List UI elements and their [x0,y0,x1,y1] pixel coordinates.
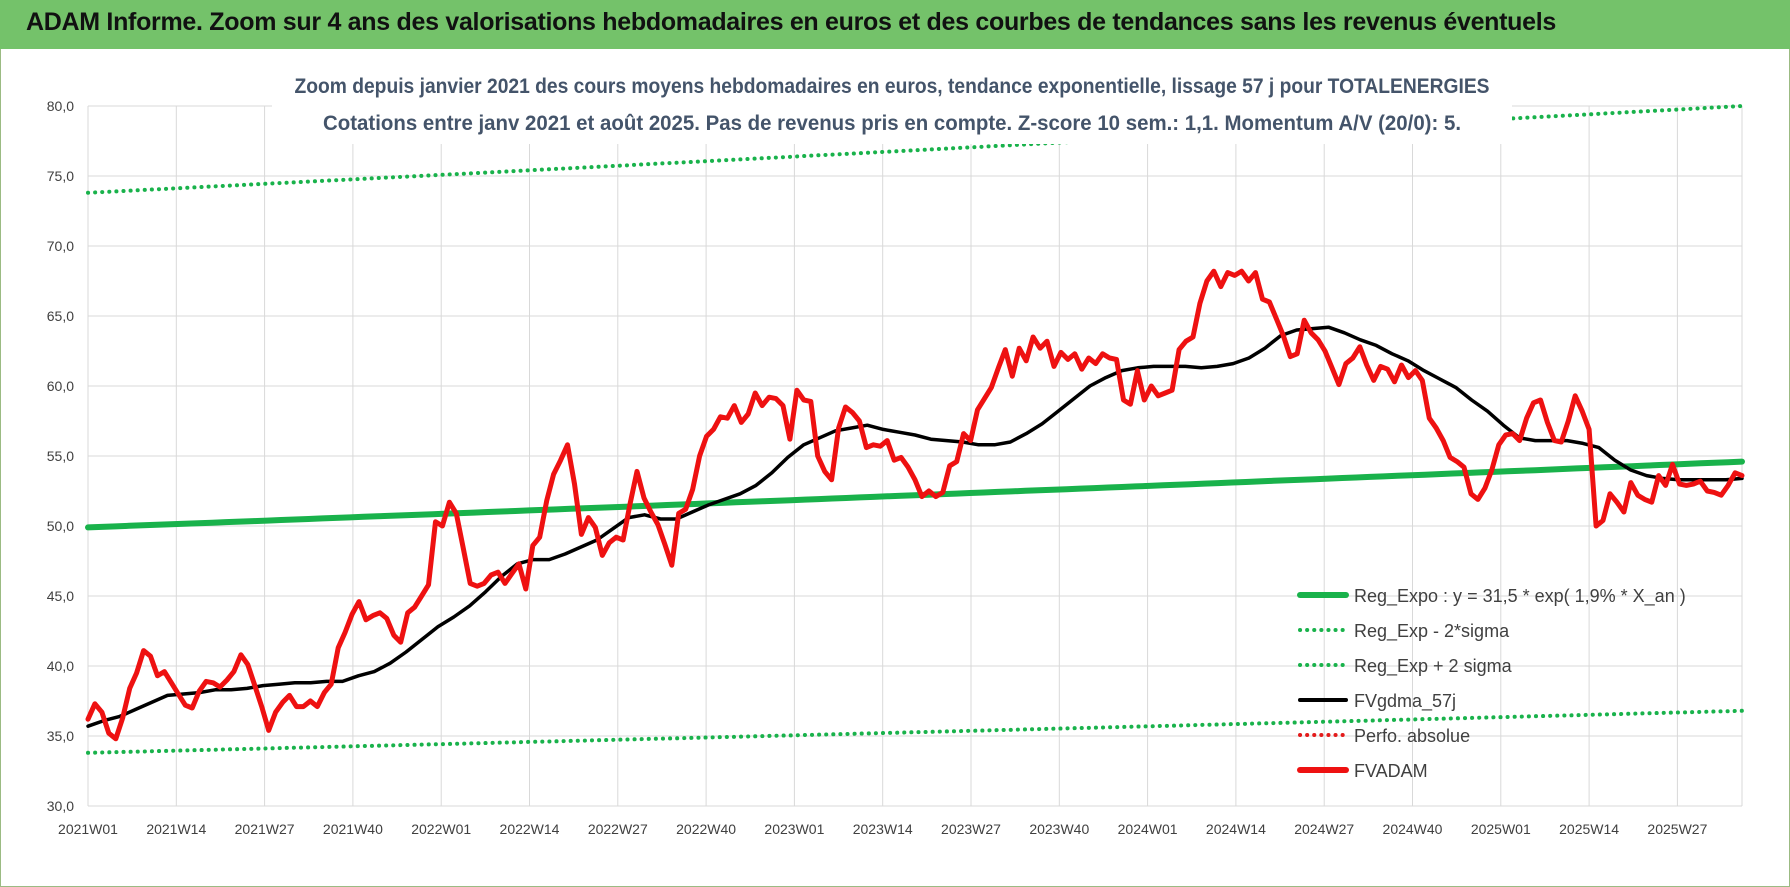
y-tick-label: 45,0 [47,588,74,604]
x-tick-label: 2022W40 [676,821,736,837]
legend-label: FVgdma_57j [1354,691,1456,712]
y-tick-label: 70,0 [47,238,74,254]
x-tick-label: 2025W14 [1559,821,1619,837]
legend-label: Reg_Exp - 2*sigma [1354,621,1510,642]
line-chart: 80,0 75,0 70,0 65,0 60,0 55,0 50,0 45,0 40,0 35,0… [47,66,1745,837]
x-tick-label: 2024W27 [1294,821,1354,837]
x-tick-label: 2025W27 [1647,821,1707,837]
y-tick-label: 30,0 [47,798,74,814]
page-title: ADAM Informe. Zoom sur 4 ans des valoris… [26,8,1556,36]
x-axis-ticks: 2021W01 2021W14 2021W27 2021W40 2022W01 2022W… [58,821,1708,837]
x-tick-label: 2024W01 [1118,821,1178,837]
x-tick-label: 2022W01 [411,821,471,837]
legend-label: Perfo. absolue [1354,726,1470,746]
x-tick-label: 2023W40 [1029,821,1089,837]
y-tick-label: 80,0 [47,98,74,114]
series-line-1 [86,708,1744,755]
y-tick-label: 55,0 [47,448,74,464]
header-banner: ADAM Informe. Zoom sur 4 ans des valoris… [0,0,1790,49]
x-tick-label: 2025W01 [1471,821,1531,837]
x-tick-label: 2021W14 [146,821,206,837]
series-line-2 [86,104,1744,195]
x-tick-label: 2023W14 [853,821,913,837]
x-tick-label: 2023W01 [764,821,824,837]
y-tick-label: 65,0 [47,308,74,324]
y-tick-label: 50,0 [47,518,74,534]
y-tick-label: 60,0 [47,378,74,394]
y-tick-label: 75,0 [47,168,74,184]
x-tick-label: 2022W27 [588,821,648,837]
y-tick-label: 35,0 [47,728,74,744]
x-tick-label: 2023W27 [941,821,1001,837]
legend-label: FVADAM [1354,761,1428,781]
series-lines [85,104,1745,755]
x-tick-label: 2021W27 [235,821,295,837]
x-tick-label: 2024W40 [1383,821,1443,837]
y-axis-ticks: 80,0 75,0 70,0 65,0 60,0 55,0 50,0 45,0 40,0 35,0… [47,98,74,814]
chart-title: Zoom depuis janvier 2021 des cours moyen… [272,66,1512,144]
y-tick-label: 40,0 [47,658,74,674]
legend-label: Reg_Expo : y = 31,5 * exp( 1,9% * X_an ) [1354,586,1686,607]
legend: Reg_Expo : y = 31,5 * exp( 1,9% * X_an )… [1297,586,1686,781]
chart-title-line-2: Cotations entre janv 2021 et août 2025. … [323,112,1461,135]
legend-label: Reg_Exp + 2 sigma [1354,656,1513,677]
series-line-3 [86,325,1744,728]
x-tick-label: 2021W01 [58,821,118,837]
chart-title-line-1: Zoom depuis janvier 2021 des cours moyen… [295,75,1490,98]
x-tick-label: 2024W14 [1206,821,1266,837]
x-tick-label: 2021W40 [323,821,383,837]
x-tick-label: 2022W14 [500,821,560,837]
series-line-5 [85,268,1745,742]
